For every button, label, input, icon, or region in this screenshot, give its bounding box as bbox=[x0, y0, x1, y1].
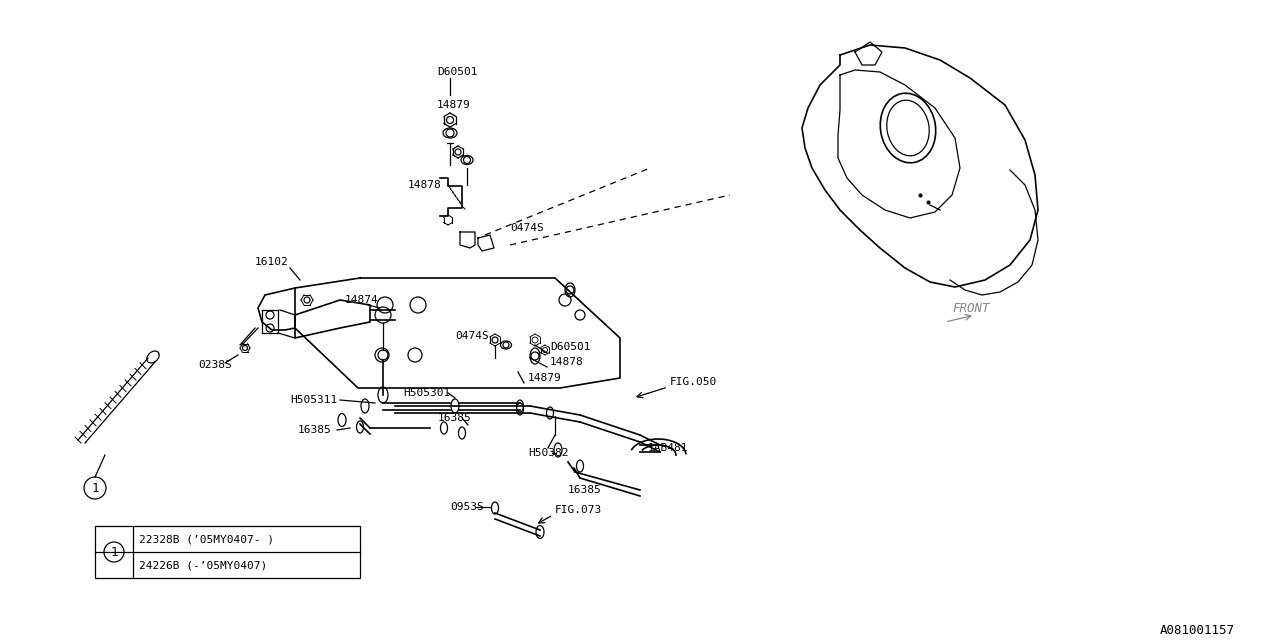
Text: FIG.073: FIG.073 bbox=[556, 505, 603, 515]
Text: 16385: 16385 bbox=[568, 485, 602, 495]
Text: FIG.050: FIG.050 bbox=[669, 377, 717, 387]
Bar bbox=[95, 526, 360, 578]
Text: 0474S: 0474S bbox=[509, 223, 544, 233]
Text: D60501: D60501 bbox=[436, 67, 477, 77]
Text: 24226B (-’05MY0407): 24226B (-’05MY0407) bbox=[140, 560, 268, 570]
Text: 14874: 14874 bbox=[346, 295, 379, 305]
Text: H505301: H505301 bbox=[403, 388, 451, 398]
Text: 14879: 14879 bbox=[529, 373, 562, 383]
Text: 1: 1 bbox=[110, 545, 118, 559]
Text: 1AB481: 1AB481 bbox=[648, 443, 689, 453]
Text: 0238S: 0238S bbox=[198, 360, 232, 370]
Text: 22328B (’05MY0407- ): 22328B (’05MY0407- ) bbox=[140, 534, 274, 544]
Text: 14879: 14879 bbox=[436, 100, 471, 110]
Text: 16385: 16385 bbox=[298, 425, 332, 435]
Text: D60501: D60501 bbox=[550, 342, 590, 352]
Text: A081001157: A081001157 bbox=[1160, 623, 1235, 637]
Text: 14878: 14878 bbox=[408, 180, 442, 190]
Text: 0474S: 0474S bbox=[454, 331, 489, 341]
Text: H505311: H505311 bbox=[291, 395, 337, 405]
Text: H50382: H50382 bbox=[529, 448, 568, 458]
Text: 1: 1 bbox=[91, 481, 99, 495]
Text: 14878: 14878 bbox=[550, 357, 584, 367]
Text: 0953S: 0953S bbox=[451, 502, 484, 512]
Text: 16385: 16385 bbox=[438, 413, 472, 423]
Text: FRONT: FRONT bbox=[952, 301, 989, 314]
Text: 16102: 16102 bbox=[255, 257, 289, 267]
